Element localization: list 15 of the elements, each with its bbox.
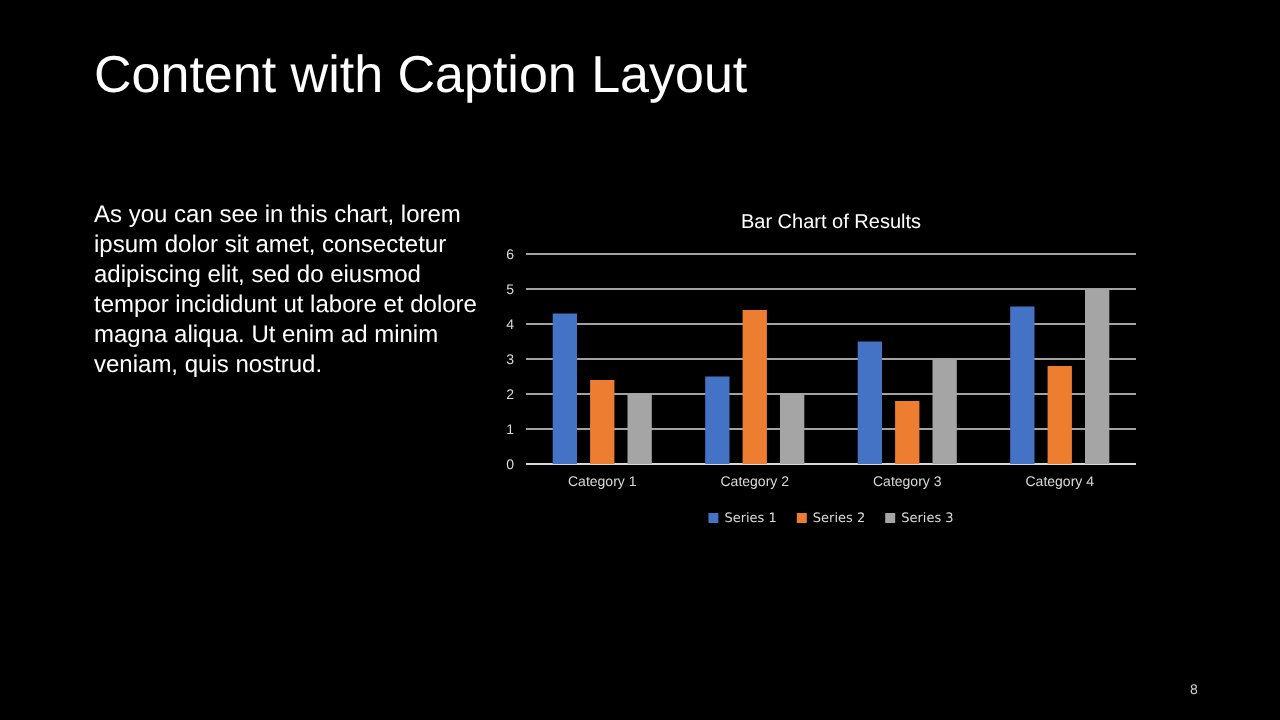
chart-title: Bar Chart of Results: [740, 212, 922, 234]
bar: [895, 401, 920, 464]
bar: [1047, 366, 1072, 464]
bar: [705, 376, 730, 464]
text: Content with Caption Layout: [94, 44, 748, 106]
bar: [932, 359, 957, 464]
bar: [1085, 289, 1110, 464]
bar: [742, 310, 767, 464]
bar: [1010, 306, 1035, 464]
bar: [857, 341, 882, 464]
bar: [627, 394, 652, 464]
text: As you can see in this chart, lorem ipsum dolor sit amet, consectetur adipiscing elit, sed do eiusmod tempor incididunt ut labore et dolore magna aliqua. Ut enim ad minim veniam, quis nostrud.: [94, 200, 479, 380]
bar: [780, 394, 805, 464]
bar: [552, 313, 577, 464]
bar: [590, 380, 615, 464]
